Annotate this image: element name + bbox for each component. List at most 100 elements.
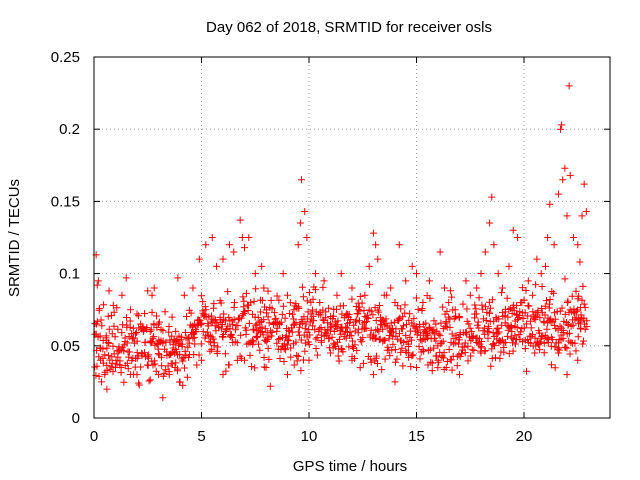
data-point — [296, 323, 304, 331]
data-point — [436, 248, 444, 256]
data-point — [154, 345, 162, 353]
data-point — [549, 336, 557, 344]
data-point — [392, 332, 400, 340]
data-point — [266, 382, 274, 390]
data-point — [118, 291, 126, 299]
data-point — [247, 299, 255, 307]
data-point — [581, 304, 589, 312]
data-point — [439, 303, 447, 311]
data-point — [181, 347, 189, 355]
data-point — [230, 248, 238, 256]
data-point — [179, 357, 187, 365]
data-point — [536, 346, 544, 354]
data-point — [199, 307, 207, 315]
data-point — [490, 342, 498, 350]
data-point — [372, 241, 380, 249]
data-point — [408, 336, 416, 344]
data-point — [310, 317, 318, 325]
data-point — [135, 312, 143, 320]
data-point — [150, 284, 158, 292]
data-point — [356, 364, 364, 372]
data-point — [529, 330, 537, 338]
data-point — [425, 277, 433, 285]
data-point — [579, 282, 587, 290]
data-point — [199, 328, 207, 336]
data-point — [511, 340, 519, 348]
data-point — [412, 294, 420, 302]
data-point — [109, 301, 117, 309]
data-point — [456, 313, 463, 321]
data-point — [505, 262, 513, 270]
data-point — [436, 332, 444, 340]
data-point — [482, 316, 490, 324]
data-point — [260, 284, 268, 292]
data-point — [350, 321, 358, 329]
data-point — [477, 349, 485, 357]
data-point — [320, 277, 328, 285]
data-point — [172, 327, 180, 335]
data-point — [580, 300, 588, 308]
data-point — [265, 355, 273, 363]
data-point — [332, 305, 340, 313]
data-point — [465, 320, 473, 328]
data-point — [275, 335, 283, 343]
data-point — [228, 334, 236, 342]
data-point — [531, 313, 539, 321]
data-point — [488, 354, 496, 362]
data-point — [278, 310, 286, 318]
data-point — [554, 190, 562, 198]
data-point — [439, 337, 447, 345]
data-point — [435, 330, 443, 338]
data-point — [151, 360, 159, 368]
data-point — [448, 330, 456, 338]
data-point — [279, 302, 287, 310]
data-point — [120, 378, 128, 386]
data-point — [239, 311, 247, 319]
data-point — [109, 342, 117, 350]
data-point — [541, 311, 549, 319]
data-point — [258, 296, 266, 304]
data-point — [325, 304, 333, 312]
y-tick-label: 0 — [72, 410, 80, 427]
data-point — [518, 284, 526, 292]
data-point — [346, 319, 354, 327]
data-point — [391, 298, 399, 306]
data-point — [523, 320, 531, 328]
data-point — [481, 347, 489, 355]
data-point — [148, 291, 156, 299]
data-point — [227, 330, 235, 338]
data-point — [225, 313, 233, 321]
data-point — [206, 347, 214, 355]
data-point — [287, 344, 295, 352]
data-point — [561, 164, 569, 172]
data-point — [564, 297, 572, 305]
data-point — [103, 344, 111, 352]
data-point — [345, 310, 353, 318]
data-point — [198, 319, 206, 327]
data-point — [315, 325, 323, 333]
data-point — [322, 314, 330, 322]
data-point — [461, 349, 469, 357]
data-point — [204, 322, 212, 330]
data-point — [474, 339, 482, 347]
data-point — [508, 339, 516, 347]
data-point — [208, 346, 216, 354]
data-point — [224, 288, 232, 296]
data-point — [387, 284, 395, 292]
data-point — [288, 328, 296, 336]
data-point — [364, 314, 372, 322]
data-point — [147, 339, 155, 347]
data-point — [293, 351, 301, 359]
data-point — [312, 335, 320, 343]
data-point — [360, 359, 368, 367]
data-point — [180, 291, 188, 299]
data-point — [144, 354, 152, 362]
data-point — [193, 361, 201, 369]
data-point — [372, 317, 380, 325]
data-point — [562, 343, 570, 351]
data-point — [535, 327, 543, 335]
data-point — [302, 320, 310, 328]
data-point — [282, 346, 290, 354]
data-point — [583, 317, 591, 325]
data-point — [524, 312, 532, 320]
